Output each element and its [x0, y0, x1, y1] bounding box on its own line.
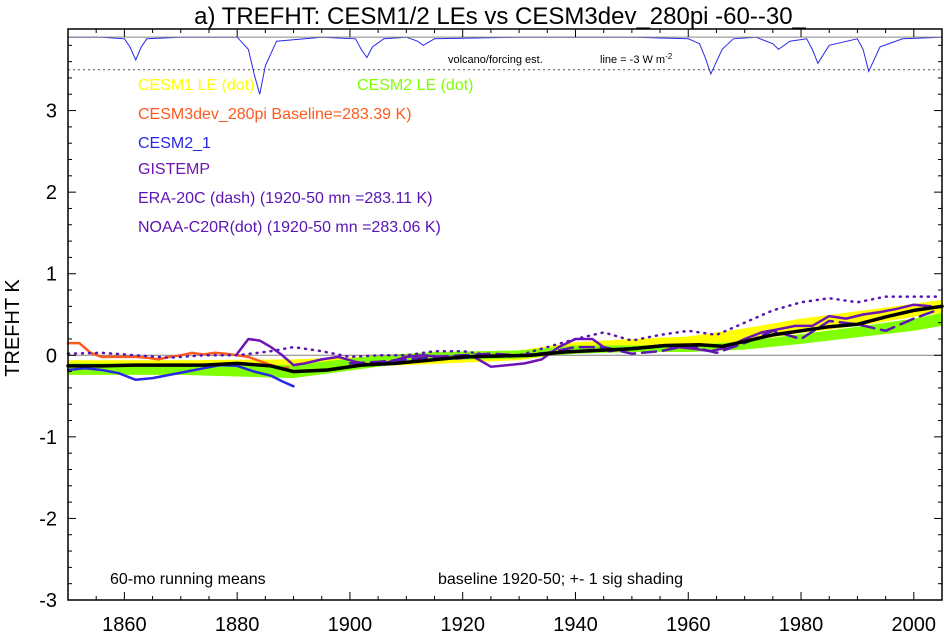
- x-tick-label: 1980: [779, 614, 824, 636]
- y-tick-label: 2: [46, 182, 57, 204]
- y-tick-labels: -3 -2 -1 0 1 2 3: [39, 101, 57, 612]
- y-tick-label: -2: [39, 508, 57, 530]
- axis-ticks: [67, 28, 943, 601]
- plot-frame: [67, 28, 943, 601]
- legend-cesm3dev: CESM3dev_280pi Baseline=283.39 K): [138, 106, 412, 123]
- x-tick-labels: 1860 1880 1900 1920 1940 1960 1980 2000: [102, 614, 936, 636]
- legend-gistemp: GISTEMP: [138, 161, 210, 178]
- forcing-line-text: line = -3 W m: [600, 54, 665, 66]
- volcano-trace: [68, 36, 943, 95]
- baseline-note: baseline 1920-50; +- 1 sig shading: [438, 571, 683, 588]
- cesm3dev-280pi-line: [66, 341, 290, 370]
- plot-border: [67, 28, 943, 601]
- chart-title: a) TREFHT: CESM1/2 LEs vs CESM3dev_280pi…: [194, 3, 806, 30]
- legend-cesm2-le: CESM2 LE (dot): [357, 77, 473, 94]
- noaa-c20r-dot-line: [66, 295, 938, 359]
- x-tick-label: 1960: [666, 614, 711, 636]
- cesm2-1-line: [66, 363, 295, 388]
- y-tick-label: 0: [46, 345, 57, 367]
- y-axis-label: TREFHT K: [2, 279, 24, 377]
- volcano-annotation: volcano/forcing est.: [448, 54, 543, 66]
- x-tick-label: 2000: [892, 614, 937, 636]
- y-tick-label: -1: [39, 427, 57, 449]
- cesm2-le-dot-band: [68, 312, 942, 379]
- x-tick-label: 1920: [440, 614, 485, 636]
- y-tick-label: 1: [46, 264, 57, 286]
- x-tick-label: 1860: [102, 614, 147, 636]
- running-means-note: 60-mo running means: [110, 571, 266, 588]
- forcing-line-unit-sup: -2: [665, 52, 673, 61]
- legend-era20c: ERA-20C (dash) (1920-50 mn =283.11 K): [138, 190, 433, 207]
- y-tick-label: 3: [46, 101, 57, 123]
- x-tick-label: 1900: [328, 614, 373, 636]
- x-tick-label: 1940: [553, 614, 598, 636]
- legend-cesm1-le: CESM1 LE (dot): [138, 77, 254, 94]
- forcing-line-annotation: line = -3 W m-2: [600, 52, 673, 66]
- legend-cesm2-1: CESM2_1: [138, 135, 211, 152]
- gistemp-line: [235, 303, 932, 368]
- era-20c-dash-line: [348, 309, 938, 365]
- legend-noaa-c20r: NOAA-C20R(dot) (1920-50 mn =283.06 K): [138, 219, 441, 236]
- y-tick-label: -3: [39, 590, 57, 612]
- ensemble-mean-line: [66, 304, 944, 374]
- series-lines: [66, 295, 944, 388]
- x-tick-label: 1880: [215, 614, 260, 636]
